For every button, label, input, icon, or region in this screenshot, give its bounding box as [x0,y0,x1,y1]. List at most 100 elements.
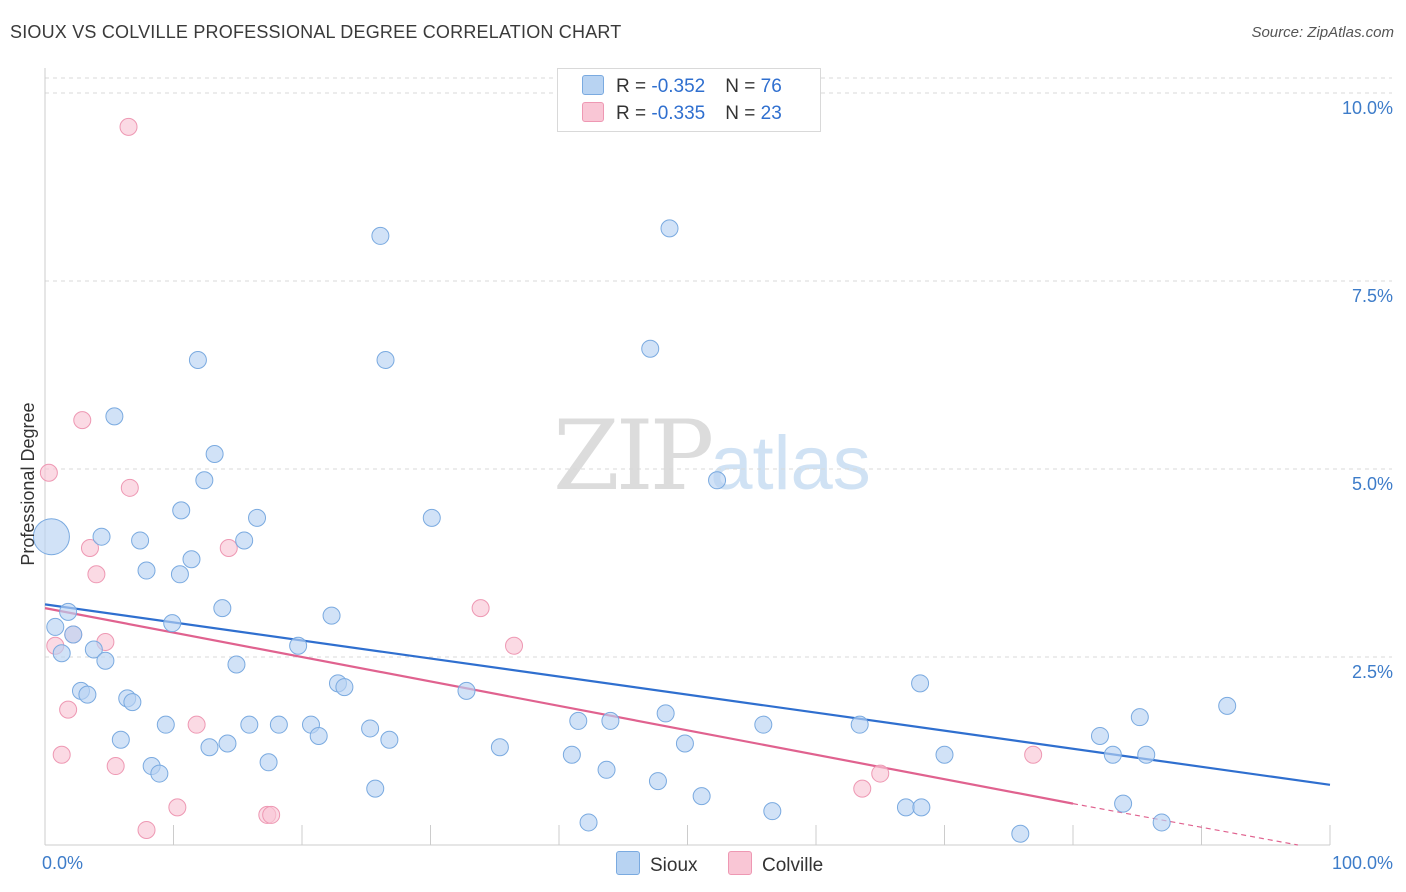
sioux-point [1152,813,1171,832]
y-tick-label: 2.5% [1352,662,1393,682]
sioux-point [195,471,214,490]
sioux-point [675,734,694,753]
sioux-swatch [582,75,604,95]
y-axis-title: Professional Degree [18,403,38,566]
colville-point [187,715,206,734]
legend-row-colville: R = -0.335 N = 23 [582,102,782,126]
colville-point [59,700,78,719]
sioux-point [850,715,869,734]
watermark: ZIPatlas [553,400,871,512]
sioux-point [227,655,246,674]
sioux-point [150,764,169,783]
sioux-legend-label: Sioux [650,855,698,876]
sioux-point [380,730,399,749]
colville-point [52,745,71,764]
sioux-point [656,704,675,723]
colville-point [87,565,106,584]
sioux-point [170,565,189,584]
bottom-legend-sioux: Sioux [616,851,698,877]
legend-row-sioux: R = -0.352 N = 76 [582,75,782,99]
sioux-point [92,527,111,546]
colville-point [137,820,156,839]
sioux-point [32,518,70,556]
colville-point [262,805,281,824]
colville-point [168,798,187,817]
colville-legend-swatch [728,851,752,875]
colville-point [471,599,490,618]
legend-r-value: -0.335 [651,103,706,124]
sioux-point [59,602,78,621]
sioux-point [84,640,103,659]
sioux-point [96,651,115,670]
sioux-point [248,508,267,527]
sioux-point [156,715,175,734]
colville-point [1024,745,1043,764]
sioux-point [1011,824,1030,843]
sioux-point [579,813,598,832]
sioux-point [78,685,97,704]
sioux-point [935,745,954,764]
colville-point [39,463,58,482]
y-tick-label: 7.5% [1352,286,1393,306]
sioux-point [269,715,288,734]
sioux-point [1114,794,1133,813]
sioux-point [422,508,441,527]
legend-n-value: 76 [760,76,782,97]
sioux-point [490,738,509,757]
watermark-atlas: atlas [710,421,871,506]
sioux-point [218,734,237,753]
colville-swatch [582,102,604,122]
sioux-point [641,339,660,358]
colville-point [505,636,524,655]
sioux-point [1130,708,1149,727]
sioux-point [335,678,354,697]
colville-point [853,779,872,798]
sioux-point [597,760,616,779]
colville-point [120,478,139,497]
y-tick-label: 5.0% [1352,474,1393,494]
legend-n-label: N = [725,76,761,97]
sioux-point [289,636,308,655]
sioux-trend-line [44,603,1331,786]
sioux-point [259,753,278,772]
sioux-point [911,674,930,693]
watermark-zip: ZIP [553,400,714,512]
legend-n-value: 23 [760,103,782,124]
sioux-point [105,407,124,426]
legend-n-label: N = [725,103,761,124]
legend-r-label: R = [616,76,652,97]
sioux-point [562,745,581,764]
colville-trend-extension [1072,803,1298,846]
sioux-point [213,599,232,618]
correlation-legend: R = -0.352 N = 76 R = -0.335 N = 23 [557,68,821,132]
colville-point [119,117,138,136]
sioux-point [240,715,259,734]
sioux-point [361,719,380,738]
sioux-point [692,787,711,806]
colville-trend-line [44,607,1074,805]
sioux-point [366,779,385,798]
sioux-point [708,471,727,490]
grid-lines [45,77,1392,658]
sioux-point [46,617,65,636]
chart-title: SIOUX VS COLVILLE PROFESSIONAL DEGREE CO… [10,22,622,42]
sioux-point [601,711,620,730]
sioux-point [172,501,191,520]
sioux-point [205,444,224,463]
y-tick-label: 10.0% [1342,98,1393,118]
bottom-legend-colville: Colville [728,851,823,877]
sioux-point [123,693,142,712]
data-points [32,117,1237,843]
x-tick-label-max: 100.0% [1332,853,1393,873]
sioux-point [912,798,931,817]
sioux-point [371,226,390,245]
sioux-point [457,681,476,700]
legend-r-label: R = [616,103,652,124]
legend-r-value: -0.352 [651,76,706,97]
sioux-point [188,350,207,369]
sioux-point [376,350,395,369]
sioux-point [322,606,341,625]
sioux-legend-swatch [616,851,640,875]
colville-point [73,411,92,430]
